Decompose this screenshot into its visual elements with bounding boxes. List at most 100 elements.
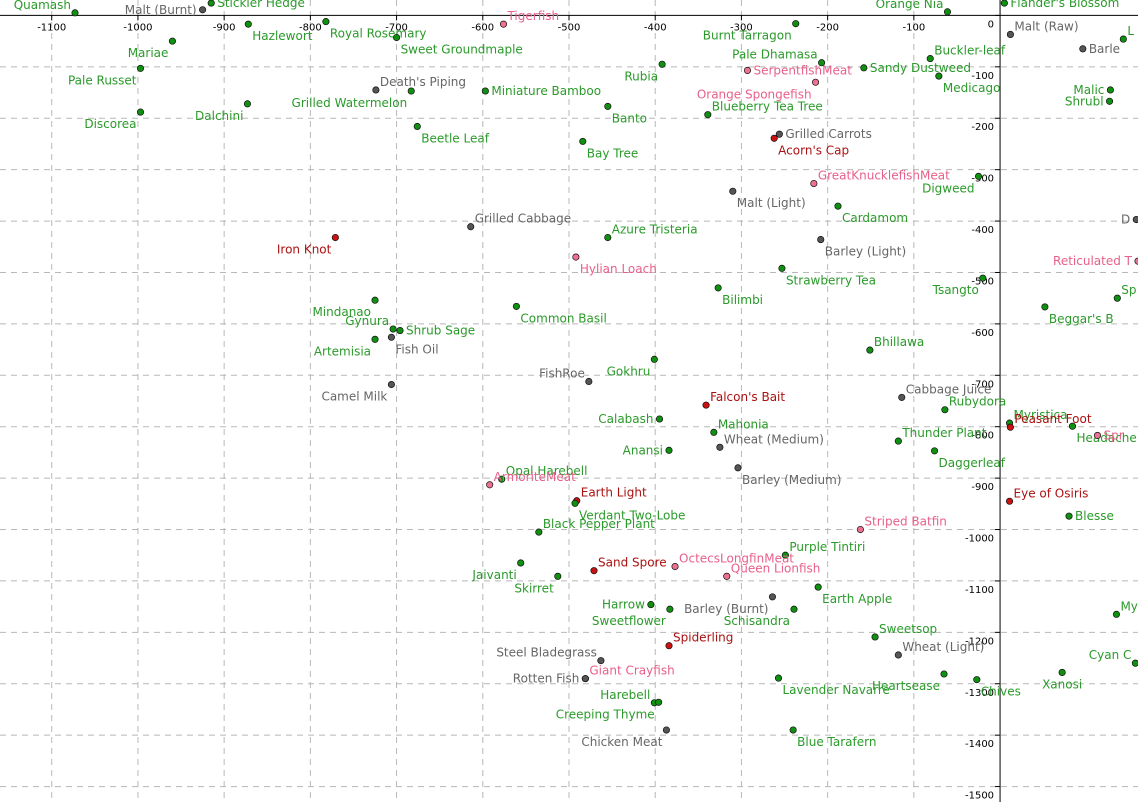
point-label: Mahonia [718, 417, 769, 431]
point-label: Mariae [128, 46, 169, 60]
data-point: Reticulated T [1053, 254, 1138, 268]
point-label: Spr [1103, 428, 1123, 442]
data-point: Dalchini [195, 100, 251, 123]
point-label: Pale Russet [68, 73, 137, 87]
point-marker [734, 464, 742, 472]
point-marker [702, 401, 710, 409]
data-point: Discorea [84, 108, 145, 131]
y-tick-label: -800 [971, 431, 994, 442]
data-point: Burnt Tarragon [703, 20, 800, 43]
point-label: Myristica [1014, 408, 1068, 422]
data-point: Peasant Foot [1006, 412, 1092, 431]
data-point: Calabash [598, 412, 664, 426]
point-label: Cardamom [842, 211, 908, 225]
point-marker [243, 100, 251, 108]
point-marker [860, 64, 868, 72]
point-marker [1131, 659, 1138, 667]
data-point: Verdant Two-Lobe [571, 499, 685, 522]
point-marker [714, 284, 722, 292]
data-point: Chives [973, 676, 1021, 699]
point-label: Spiderling [673, 631, 733, 645]
point-label: Blesse [1075, 509, 1114, 523]
point-label: Orange Spongefish [697, 87, 812, 101]
point-label: Malt (Raw) [1014, 19, 1078, 33]
point-marker [710, 428, 718, 436]
point-label: Wheat (Medium) [724, 432, 824, 446]
point-marker [655, 415, 664, 423]
point-label: Chives [981, 685, 1021, 699]
data-point: Grilled Watermelon [292, 87, 415, 110]
y-tick-label: -1100 [965, 585, 994, 596]
point-label: L [1127, 24, 1134, 38]
point-label: Pale Dhamasa [732, 48, 817, 62]
data-point: Sweetflower [592, 605, 674, 628]
point-marker [650, 355, 658, 363]
point-label: Headache [1076, 431, 1136, 445]
point-marker [585, 377, 593, 386]
data-point: My [1112, 599, 1138, 618]
point-marker [1106, 97, 1114, 105]
data-point: Thunder Plant [894, 426, 987, 445]
data-point: Strawberry Tea [778, 264, 876, 287]
point-marker [486, 481, 494, 489]
point-marker [943, 8, 952, 16]
point-marker [1132, 215, 1138, 224]
point-label: OctecsLongfinMeat [679, 552, 794, 566]
data-point: Malt (Light) [729, 187, 806, 210]
point-marker [604, 102, 612, 110]
point-marker [1134, 257, 1138, 265]
data-point: Spr [1093, 428, 1124, 442]
data-point: Earth Light [573, 486, 647, 505]
point-marker [136, 64, 145, 72]
point-label: Striped Batfin [864, 515, 946, 529]
point-label: Bhillawa [874, 335, 924, 349]
data-point: Steel Bladegrass [496, 646, 605, 665]
point-marker [1093, 431, 1102, 439]
data-point: Blueberry Tea Tree [704, 100, 823, 119]
data-point: Falcon's Bait [702, 390, 785, 409]
point-marker [597, 657, 605, 665]
point-marker [781, 551, 789, 559]
point-label: Blue Tarafern [797, 735, 876, 749]
point-label: Camel Milk [321, 390, 387, 404]
data-point: Anansi [623, 443, 673, 457]
point-marker [1112, 610, 1120, 618]
data-point: Wheat (Medium) [716, 432, 824, 451]
data-point: Bilimbi [714, 284, 763, 307]
x-tick-label: -200 [816, 22, 839, 33]
x-tick-label: -600 [471, 22, 494, 33]
data-point: GreatKnucklefishMeat [810, 169, 950, 188]
point-marker [723, 572, 731, 580]
data-point: Acorn's Cap [770, 134, 849, 157]
point-label: Artemisia [314, 344, 371, 358]
point-label: Sandy Dustweed [870, 61, 971, 75]
data-point: Pale Russet [68, 64, 145, 87]
point-marker [704, 111, 712, 119]
point-marker [817, 236, 825, 244]
x-tick-label: -900 [213, 22, 236, 33]
data-point: Cyan C [1089, 648, 1138, 667]
data-point: Malt (Raw) [1006, 19, 1079, 38]
point-marker [572, 253, 580, 261]
point-marker [371, 335, 379, 343]
data-point: Flander's Blossom [1000, 0, 1119, 10]
data-point: Daggerleaf [930, 447, 1006, 470]
point-label: Hylian Loach [580, 262, 657, 276]
point-label: Flander's Blossom [1010, 0, 1119, 10]
point-label: Miniature Bamboo [491, 84, 601, 98]
data-point: Orange Spongefish [697, 78, 820, 101]
point-label: SerpentfishMeat [753, 63, 852, 77]
data-point: Sandy Dustweed [860, 61, 971, 75]
point-marker [331, 233, 339, 242]
point-marker [671, 562, 679, 571]
point-label: Bilimbi [722, 293, 763, 307]
point-marker [1068, 422, 1077, 430]
point-marker [743, 66, 752, 74]
x-tick-label: -400 [644, 22, 667, 33]
data-point: Harebell [600, 688, 658, 707]
point-marker [244, 20, 252, 28]
data-point: Barley (Burnt) [684, 593, 777, 616]
point-label: Chicken Meat [581, 735, 662, 749]
point-label: Iron Knot [277, 243, 332, 257]
data-point: Lavender Navarre [774, 674, 890, 697]
